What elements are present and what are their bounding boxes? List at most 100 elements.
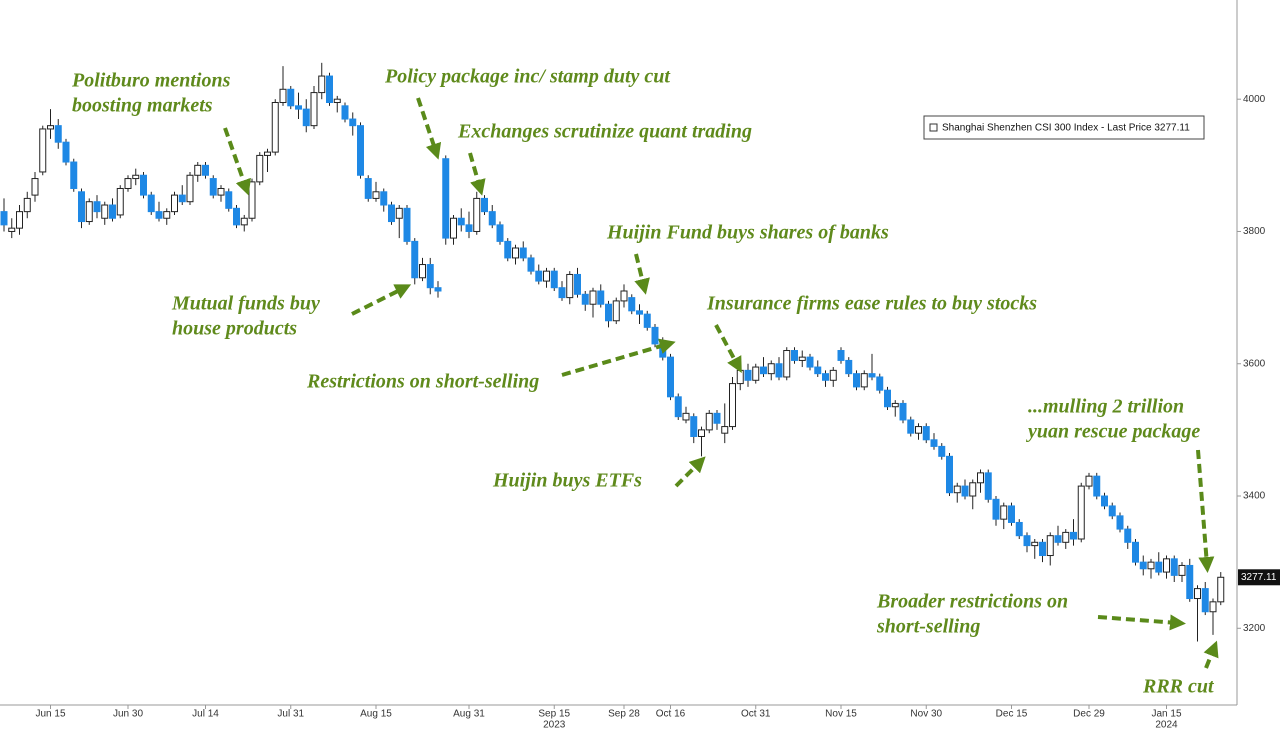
candle-body <box>1178 564 1186 576</box>
candle-body <box>519 247 527 259</box>
candle-body <box>984 472 992 500</box>
x-tick-label: Nov 15 <box>825 709 857 720</box>
candle-body <box>969 482 977 497</box>
candle-body <box>1039 541 1046 557</box>
candle-body <box>876 376 884 391</box>
candle-body <box>860 373 868 388</box>
candle-body <box>163 211 171 219</box>
candle-body <box>1046 535 1054 557</box>
candle-body <box>62 141 70 163</box>
candle-body <box>481 197 488 213</box>
candle-body <box>124 178 132 189</box>
last-price-label: 3277.11 <box>1241 572 1277 583</box>
candle-body <box>845 359 853 375</box>
candle-body <box>736 369 744 385</box>
candle-body <box>930 439 938 447</box>
x-tick-label: Aug 15 <box>360 709 392 720</box>
candle-body <box>8 227 16 232</box>
candle-body <box>380 191 388 206</box>
candle-body <box>1163 558 1170 573</box>
candle-body <box>411 240 419 279</box>
candle-body <box>341 105 349 120</box>
candle-body <box>496 224 504 242</box>
candle-body <box>535 270 543 282</box>
candle-body <box>558 287 566 299</box>
x-tick-label: Nov 30 <box>910 709 942 720</box>
candle-body <box>1194 588 1201 600</box>
candle-body <box>1139 561 1147 570</box>
candle-body <box>698 429 705 437</box>
candle-body <box>713 412 721 424</box>
candle-body <box>1093 475 1101 497</box>
x-tick-label: Jun 30 <box>113 709 143 720</box>
annotation: Exchanges scrutinize quant trading <box>457 121 752 143</box>
candle-body <box>140 174 147 196</box>
candle-body <box>93 201 101 213</box>
candle-body <box>574 273 581 295</box>
year-label: 2023 <box>543 720 566 730</box>
candle-body <box>589 290 597 305</box>
candle-body <box>1101 495 1108 507</box>
candle-body <box>1000 505 1008 520</box>
x-tick-label: Oct 31 <box>741 709 771 720</box>
candle-body <box>1031 541 1039 547</box>
arrow <box>674 456 706 488</box>
candle-body <box>442 158 450 239</box>
candle-body <box>465 224 473 232</box>
candle-body <box>488 211 496 226</box>
x-tick-label: Jul 14 <box>192 709 219 720</box>
candle-body <box>171 194 178 213</box>
candle-body <box>1008 505 1015 523</box>
arrow <box>468 152 486 196</box>
arrow <box>223 127 251 196</box>
candle-body <box>357 125 364 176</box>
x-tick-label: Jan 15 <box>1151 709 1181 720</box>
candle-body <box>938 445 946 457</box>
candle-body <box>287 88 295 107</box>
candle-body <box>186 174 194 203</box>
candle-body <box>54 125 62 143</box>
candle-body <box>791 350 798 361</box>
candle-body <box>806 356 814 368</box>
candle-body <box>403 207 411 242</box>
candle-body <box>977 472 984 484</box>
candle-body <box>946 455 953 494</box>
x-tick-label: Aug 31 <box>453 709 485 720</box>
candle-body <box>1132 541 1139 563</box>
candle-body <box>1015 521 1023 537</box>
candle-body <box>829 369 837 381</box>
candle-body <box>85 201 93 223</box>
annotation: Policy package inc/ stamp duty cut <box>384 66 671 88</box>
candle-body <box>775 363 783 378</box>
candle-body <box>783 350 791 378</box>
legend: Shanghai Shenzhen CSI 300 Index - Last P… <box>923 115 1205 140</box>
candle-body <box>891 402 899 408</box>
annotation: Huijin Fund buys shares of banks <box>606 222 889 244</box>
candle-body <box>1124 528 1132 543</box>
y-tick-label: 3800 <box>1243 226 1266 237</box>
candle-body <box>651 326 659 345</box>
candle-body <box>605 303 612 322</box>
annotation: boosting markets <box>72 95 213 117</box>
candle-body <box>47 125 54 130</box>
candle-body <box>705 412 713 431</box>
candle-body <box>178 194 186 203</box>
candle-body <box>326 75 333 104</box>
candle-body <box>798 356 806 361</box>
candle-body <box>837 350 845 361</box>
x-tick-label: Dec 15 <box>996 709 1028 720</box>
candle-body <box>853 373 860 388</box>
candle-body <box>116 187 124 216</box>
candle-body <box>101 204 109 219</box>
candle-body <box>822 373 829 381</box>
candle-body <box>225 191 233 209</box>
candle-body <box>78 191 85 223</box>
x-tick-label: Jul 31 <box>277 709 304 720</box>
candle-body <box>721 426 729 434</box>
candle-body <box>884 389 891 408</box>
candle-body <box>504 240 512 259</box>
annotation: Politburo mentions <box>71 70 231 92</box>
x-tick-label: Sep 28 <box>608 709 640 720</box>
candle-body <box>1209 601 1217 613</box>
annotation: Mutual funds buy <box>171 293 320 315</box>
